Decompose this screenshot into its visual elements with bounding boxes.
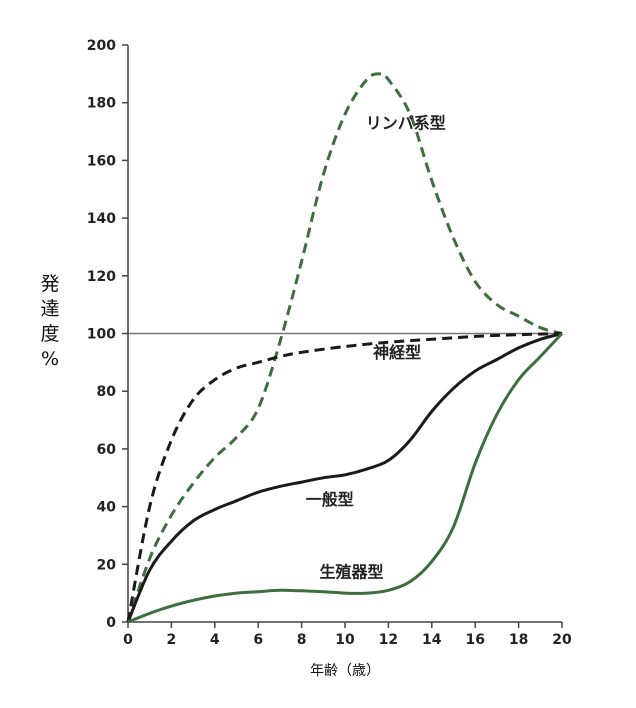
series-label-reproductive: 生殖器型 [320, 562, 384, 581]
x-tick-label: 0 [123, 632, 133, 648]
x-tick-label: 4 [210, 632, 220, 648]
y-tick-label: 80 [97, 384, 117, 400]
x-tick-label: 10 [335, 632, 355, 648]
x-tick-label: 16 [465, 632, 484, 648]
y-tick-label: 100 [87, 327, 116, 343]
y-tick-label: 60 [97, 442, 117, 458]
y-tick-label: 180 [87, 96, 116, 112]
series-line-lymphatic [126, 72, 563, 623]
y-tick-label: 120 [87, 269, 116, 285]
y-tick-label: 160 [87, 153, 116, 169]
x-tick-label: 12 [379, 632, 398, 648]
x-tick-label: 8 [297, 632, 307, 648]
series-label-lymphatic: リンパ系型 [366, 114, 446, 133]
series-line-general [126, 332, 563, 623]
axes-layer: 0 20 40 60 80 100 120 140 160 180 200 0 2 4 6 8 10 12 14 16… [87, 38, 572, 648]
y-tick-label: 40 [97, 500, 117, 516]
series-layer [126, 72, 564, 624]
x-tick-label: 18 [509, 632, 528, 648]
x-axis-title: 年齢（歳） [310, 663, 380, 679]
x-tick-label: 2 [167, 632, 177, 648]
x-tick-label: 20 [552, 632, 572, 648]
series-line-reproductive [127, 332, 564, 624]
series-label-general: 一般型 [306, 490, 354, 509]
y-tick-label: 140 [87, 211, 116, 227]
y-tick-label: 200 [87, 38, 116, 54]
y-axis-title: 発達度% [40, 273, 59, 370]
x-tick-label: 6 [253, 632, 263, 648]
series-label-neural: 神経型 [373, 343, 421, 362]
series-line-neural [126, 332, 563, 623]
y-tick-label: 0 [106, 615, 116, 631]
x-tick-label: 14 [422, 632, 442, 648]
y-tick-label: 20 [97, 557, 117, 573]
